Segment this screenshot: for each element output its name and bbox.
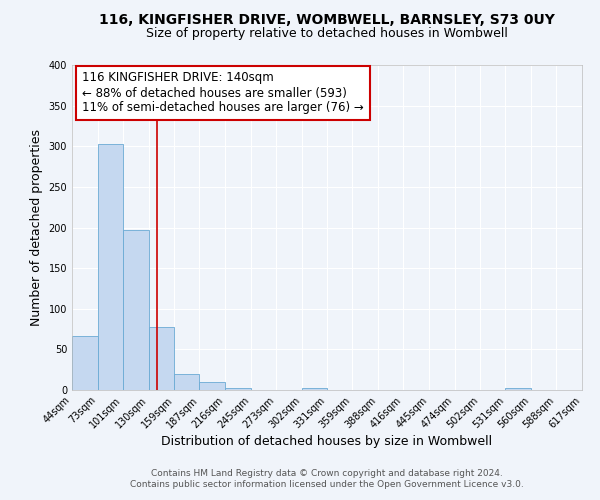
Bar: [175, 374, 199, 390]
Bar: [149, 328, 175, 390]
Bar: [225, 388, 251, 390]
Y-axis label: Number of detached properties: Number of detached properties: [30, 129, 43, 326]
Bar: [505, 388, 531, 390]
Bar: [199, 382, 225, 390]
Bar: [302, 388, 328, 390]
Text: Contains HM Land Registry data © Crown copyright and database right 2024.: Contains HM Land Registry data © Crown c…: [151, 468, 503, 477]
Bar: [98, 144, 123, 390]
Text: 116, KINGFISHER DRIVE, WOMBWELL, BARNSLEY, S73 0UY: 116, KINGFISHER DRIVE, WOMBWELL, BARNSLE…: [99, 12, 555, 26]
Text: Size of property relative to detached houses in Wombwell: Size of property relative to detached ho…: [146, 28, 508, 40]
Text: Contains public sector information licensed under the Open Government Licence v3: Contains public sector information licen…: [130, 480, 524, 489]
X-axis label: Distribution of detached houses by size in Wombwell: Distribution of detached houses by size …: [161, 436, 493, 448]
Bar: [123, 230, 149, 390]
Bar: [72, 336, 98, 390]
Text: 116 KINGFISHER DRIVE: 140sqm
← 88% of detached houses are smaller (593)
11% of s: 116 KINGFISHER DRIVE: 140sqm ← 88% of de…: [82, 72, 364, 114]
